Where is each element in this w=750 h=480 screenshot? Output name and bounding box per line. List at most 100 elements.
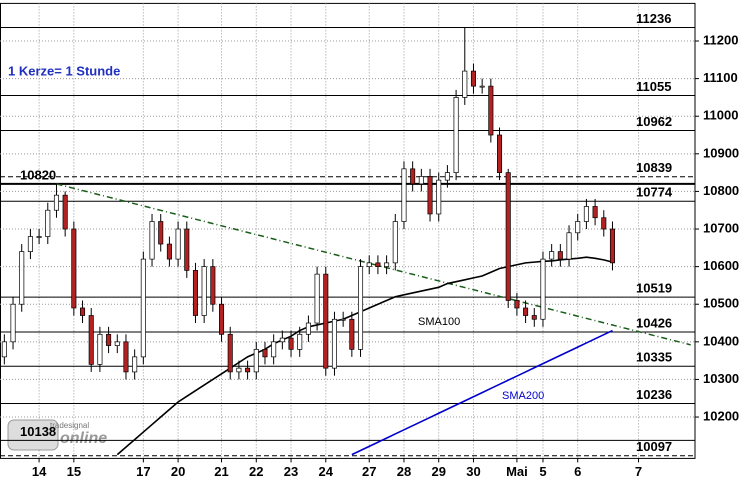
- candle-body: [331, 318, 337, 369]
- candle-body: [323, 273, 329, 369]
- candle-body: [566, 232, 572, 260]
- level-label: 11236: [636, 11, 671, 26]
- candle-body: [271, 341, 277, 358]
- candle-body: [106, 333, 112, 346]
- x-tick-label: 29: [431, 464, 445, 479]
- level-label: 10097: [636, 439, 672, 454]
- x-tick-label: 15: [67, 464, 81, 479]
- candle-body: [392, 221, 398, 264]
- x-tick-label: 17: [136, 464, 150, 479]
- candle-body: [340, 318, 346, 321]
- candle-body: [540, 258, 546, 320]
- candle-body: [114, 341, 120, 346]
- y-tick-label: 10400: [703, 333, 739, 348]
- x-tick-label: 6: [574, 464, 581, 479]
- candle-body: [601, 217, 607, 230]
- candle-body: [53, 194, 59, 211]
- x-tick-label: 22: [249, 464, 263, 479]
- candle-body: [609, 228, 615, 264]
- y-tick-label: 10700: [703, 220, 739, 235]
- candle-body: [19, 251, 25, 305]
- candle-body: [375, 262, 381, 267]
- level-label: 10962: [636, 114, 672, 129]
- y-tick-label: 10600: [703, 258, 739, 273]
- x-tick-label: 24: [319, 464, 334, 479]
- candle-body: [314, 273, 320, 324]
- level-label: 10820: [20, 167, 56, 182]
- candle-body: [366, 262, 372, 267]
- candle-body: [1, 341, 7, 358]
- candle-body: [210, 266, 216, 305]
- candle-body: [488, 85, 494, 136]
- y-tick-label: 10500: [703, 296, 739, 311]
- candle-body: [479, 85, 485, 88]
- candle-body: [453, 97, 459, 173]
- candle-body: [158, 221, 164, 245]
- x-tick-label: Mai: [506, 464, 528, 479]
- candle-body: [523, 307, 529, 316]
- candle-body: [27, 236, 33, 252]
- candle-body: [88, 315, 94, 365]
- x-tick-label: 20: [171, 464, 185, 479]
- sma-label: SMA100: [418, 316, 460, 328]
- candle-body: [10, 303, 16, 343]
- candle-body: [175, 228, 181, 260]
- candle-body: [505, 172, 511, 301]
- logo-text: tradesignal: [50, 421, 89, 430]
- y-tick-label: 11200: [703, 32, 738, 47]
- candle-body: [358, 266, 364, 350]
- candle-body: [288, 337, 294, 350]
- candle-body: [462, 70, 468, 98]
- candle-body: [140, 258, 146, 358]
- trendline: [56, 183, 691, 346]
- level-label: 10138: [20, 424, 56, 439]
- candle-body: [557, 251, 563, 260]
- y-tick-label: 10900: [703, 145, 739, 160]
- level-label: 10236: [636, 387, 672, 402]
- sma-line: [116, 256, 613, 456]
- level-label: 10335: [636, 350, 672, 365]
- sma-label: SMA200: [502, 390, 544, 402]
- y-tick-label: 11000: [703, 108, 738, 123]
- level-label: 11055: [636, 79, 671, 94]
- y-tick-label: 10800: [703, 183, 739, 198]
- candle-body: [184, 228, 190, 271]
- candle-body: [297, 333, 303, 350]
- candle-body: [219, 303, 225, 335]
- y-tick-label: 11100: [703, 70, 738, 85]
- logo-badge: [7, 419, 59, 451]
- candle-body: [575, 221, 581, 234]
- x-tick-label: 27: [362, 464, 376, 479]
- candle-body: [62, 194, 68, 230]
- candle-body: [227, 333, 233, 373]
- candle-body: [166, 243, 172, 260]
- candle-body: [236, 367, 242, 373]
- candle-body: [349, 318, 355, 350]
- candle-body: [149, 221, 155, 260]
- candle-body: [201, 266, 207, 316]
- candle-body: [253, 349, 259, 373]
- x-tick-label: 28: [397, 464, 411, 479]
- level-label: 10839: [636, 160, 672, 175]
- x-tick-label: 14: [32, 464, 47, 479]
- candle-body: [531, 315, 537, 320]
- sma-line: [351, 329, 613, 456]
- logo-text: online: [60, 430, 107, 447]
- y-tick-label: 10200: [703, 408, 739, 423]
- candle-body: [305, 322, 311, 335]
- candle-body: [45, 209, 51, 237]
- candle-body: [583, 206, 589, 222]
- x-tick-label: 23: [284, 464, 298, 479]
- candle-body: [436, 179, 442, 215]
- candle-body: [80, 307, 86, 316]
- candle-body: [71, 228, 77, 309]
- x-tick-label: 7: [635, 464, 642, 479]
- candle-body: [497, 134, 503, 173]
- candle-body: [418, 176, 424, 185]
- level-label: 10774: [636, 185, 673, 200]
- x-tick-label: 30: [466, 464, 480, 479]
- candle-body: [262, 349, 268, 358]
- level-label: 10426: [636, 315, 672, 330]
